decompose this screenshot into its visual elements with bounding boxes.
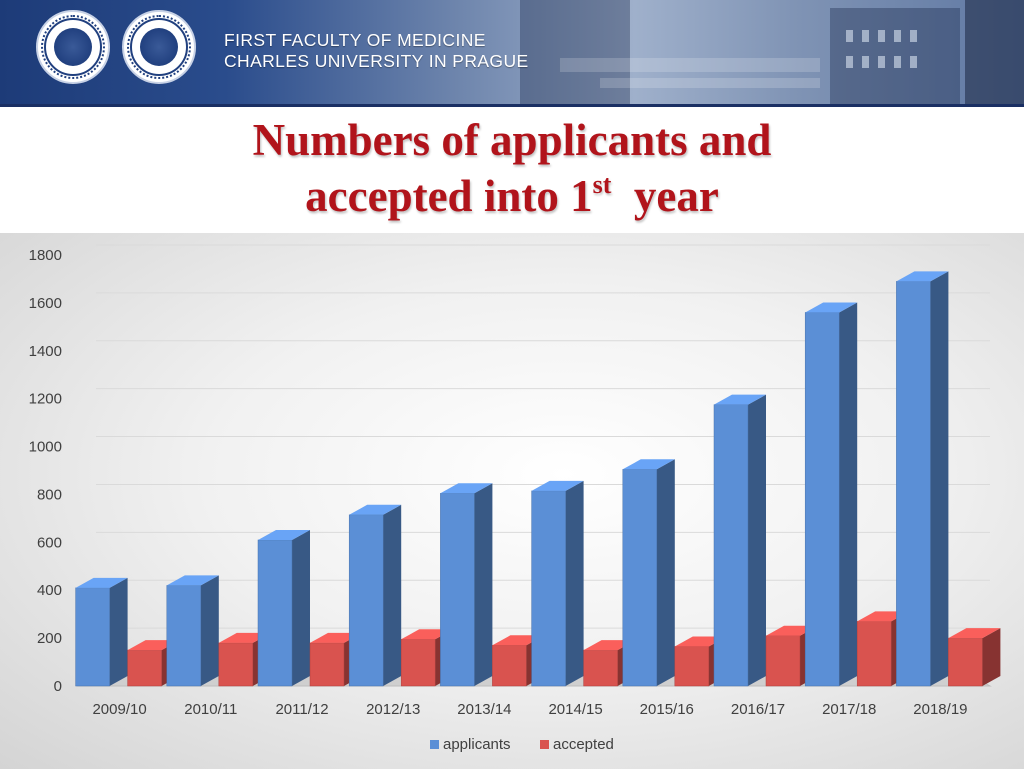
- bar-front: [856, 621, 892, 687]
- faculty-seal-icon: [122, 10, 196, 84]
- bar-front: [622, 469, 658, 687]
- faculty-name-line1: FIRST FACULTY OF MEDICINE: [224, 30, 486, 50]
- y-tick-label: 1200: [29, 391, 62, 408]
- x-tick-label: 2017/18: [822, 701, 876, 718]
- bar-top: [622, 459, 675, 470]
- x-tick-label: 2016/17: [731, 701, 785, 718]
- bar-front: [948, 637, 983, 687]
- bar-top: [531, 480, 584, 491]
- slide-title-line2: accepted into 1st year: [0, 168, 1024, 224]
- bar-applicants: [348, 504, 402, 687]
- bar-top: [349, 504, 402, 515]
- legend-swatch: [540, 740, 549, 749]
- bar-applicants: [713, 394, 766, 687]
- y-tick-label: 1800: [29, 247, 62, 264]
- bar-side: [292, 529, 310, 686]
- bar-applicants: [804, 302, 858, 687]
- bar-side: [839, 302, 858, 686]
- bar-front: [257, 539, 293, 687]
- bar-top: [75, 577, 128, 588]
- legend-item-applicants: applicants: [430, 736, 511, 753]
- x-tick-label: 2009/10: [92, 701, 146, 718]
- bar-front: [127, 649, 162, 687]
- bar-front: [400, 639, 436, 687]
- y-tick-label: 600: [37, 534, 62, 551]
- bar-side: [930, 271, 949, 686]
- legend-swatch: [430, 740, 439, 749]
- y-axis: 0 200 400 600 800 1000 1200 1400 1600 1800: [29, 247, 62, 695]
- slide-title-line2-end: year: [611, 171, 719, 221]
- bars: [75, 271, 1001, 687]
- bar-applicants: [896, 271, 949, 687]
- header-banner: FIRST FACULTY OF MEDICINE CHARLES UNIVER…: [0, 0, 1024, 104]
- bar-front: [804, 312, 840, 687]
- x-tick-label: 2015/16: [640, 701, 694, 718]
- bar-front: [583, 649, 618, 687]
- x-tick-label: 2010/11: [184, 701, 237, 718]
- bar-side: [982, 628, 1001, 686]
- bar-top: [714, 394, 766, 405]
- bar-front: [75, 587, 110, 687]
- bar-front: [674, 646, 710, 687]
- legend-label: accepted: [553, 736, 614, 753]
- bar-front: [166, 585, 202, 687]
- x-tick-label: 2014/15: [548, 701, 602, 718]
- bar-side: [200, 575, 219, 686]
- bar-front: [348, 514, 384, 687]
- bar-top: [166, 575, 219, 586]
- bar-accepted: [948, 628, 1001, 687]
- bar-side: [474, 483, 493, 686]
- bar-front: [492, 645, 527, 687]
- y-tick-label: 0: [54, 678, 62, 695]
- bar-side: [109, 577, 128, 686]
- bar-front: [531, 490, 566, 687]
- slide-title-line2-text: accepted into 1: [305, 171, 593, 221]
- x-tick-label: 2013/14: [457, 701, 511, 718]
- bar-front: [218, 642, 254, 687]
- bar-top: [258, 529, 310, 540]
- slide-title-superscript: st: [592, 170, 612, 199]
- slide-title: Numbers of applicants and accepted into …: [0, 112, 1024, 224]
- x-tick-label: 2012/13: [366, 701, 420, 718]
- y-tick-label: 1600: [29, 295, 62, 312]
- bar-front: [309, 642, 345, 687]
- bar-applicants: [166, 575, 219, 687]
- legend-item-accepted: accepted: [540, 736, 614, 753]
- slide-title-line1: Numbers of applicants and: [252, 115, 772, 165]
- bar-top: [896, 271, 949, 282]
- bar-top: [948, 628, 1001, 639]
- y-tick-label: 800: [37, 486, 62, 503]
- bar-applicants: [440, 483, 493, 687]
- y-tick-label: 200: [37, 630, 62, 647]
- bar-applicants: [531, 480, 584, 687]
- bar-side: [383, 504, 402, 686]
- legend-label: applicants: [443, 736, 511, 753]
- bar-front: [765, 635, 801, 687]
- bar-front: [440, 492, 475, 687]
- bar-top: [440, 483, 493, 494]
- y-tick-label: 1000: [29, 439, 62, 456]
- bar-applicants: [75, 577, 128, 687]
- bar-front: [896, 281, 931, 687]
- y-tick-label: 1400: [29, 343, 62, 360]
- faculty-name-line2: CHARLES UNIVERSITY IN PRAGUE: [224, 51, 529, 71]
- bar-front: [713, 404, 749, 687]
- x-tick-label: 2011/12: [275, 701, 328, 718]
- bar-side: [565, 480, 584, 686]
- y-tick-label: 400: [37, 582, 62, 599]
- legend: applicants accepted: [430, 736, 614, 753]
- faculty-name: FIRST FACULTY OF MEDICINE CHARLES UNIVER…: [224, 30, 529, 72]
- bar-side: [748, 394, 766, 686]
- bar-top: [805, 302, 858, 313]
- bar-side: [656, 459, 675, 686]
- x-axis: 2009/10 2010/11 2011/12 2012/13 2013/14 2014/…: [92, 701, 967, 718]
- university-seal-icon: [36, 10, 110, 84]
- banner-divider: [0, 104, 1024, 107]
- bar-applicants: [622, 459, 675, 687]
- x-tick-label: 2018/19: [913, 701, 967, 718]
- bar-applicants: [257, 529, 310, 687]
